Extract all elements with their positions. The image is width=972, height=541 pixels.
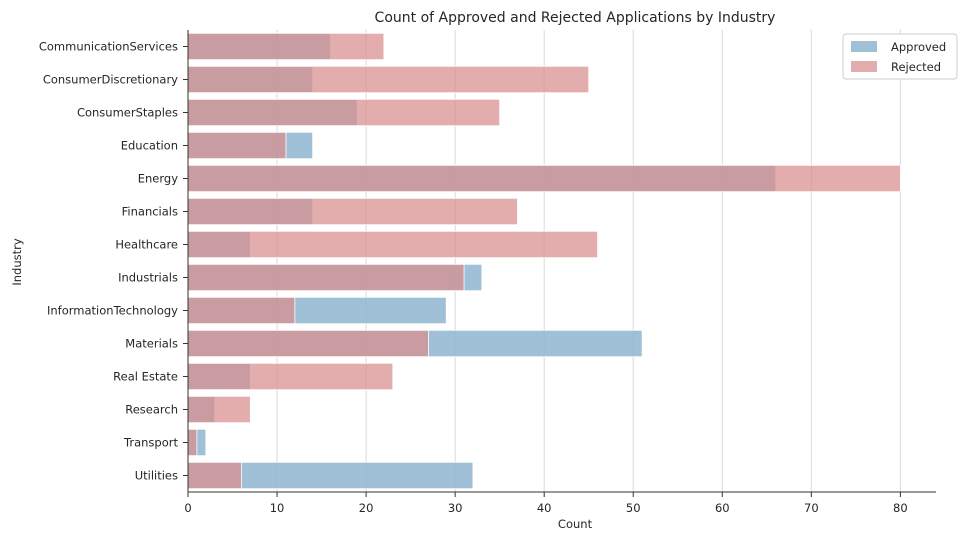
y-tick-label-materials: Materials	[125, 337, 178, 351]
legend: Approved Rejected	[842, 33, 958, 80]
legend-swatch-rejected	[851, 61, 877, 72]
bar-rejected-energy	[187, 164, 901, 193]
bar-rejected-research	[187, 395, 251, 424]
bar-rejected-utilities	[187, 461, 242, 490]
bar-rejected-financials	[187, 197, 518, 226]
x-ticks: 0 10 20 30 40 50 60 70 80	[184, 492, 908, 515]
y-tick-label-real-estate: Real Estate	[113, 370, 178, 384]
bar-rejected-industrials	[187, 263, 465, 292]
y-ticks: CommunicationServices ConsumerDiscretiona…	[39, 40, 188, 483]
bar-rejected-transport	[187, 428, 198, 457]
legend-label-approved: Approved	[891, 40, 946, 54]
y-tick-label-informationtechnology: InformationTechnology	[47, 304, 178, 318]
y-tick-label-utilities: Utilities	[135, 469, 178, 483]
bar-rejected-real-estate	[187, 362, 394, 391]
y-tick-label-healthcare: Healthcare	[115, 238, 178, 252]
x-tick-label-30: 30	[448, 501, 463, 515]
y-tick-label-industrials: Industrials	[118, 271, 178, 285]
y-tick-label-consumerstaples: ConsumerStaples	[77, 106, 178, 120]
x-axis-label: Count	[558, 517, 593, 531]
y-tick-label-education: Education	[121, 139, 178, 153]
y-tick-label-communicationservices: CommunicationServices	[39, 40, 178, 54]
y-tick-label-financials: Financials	[122, 205, 178, 219]
bar-rejected-healthcare	[187, 230, 599, 259]
y-tick-label-energy: Energy	[138, 172, 178, 186]
y-tick-label-transport: Transport	[123, 436, 178, 450]
y-axis-label: Industry	[10, 238, 24, 285]
bar-rejected-consumerdiscretionary	[187, 65, 590, 94]
legend-swatch-approved	[851, 41, 877, 52]
bar-rejected-consumerstaples	[187, 98, 501, 127]
y-tick-label-consumerdiscretionary: ConsumerDiscretionary	[43, 73, 178, 87]
x-tick-label-20: 20	[359, 501, 374, 515]
x-tick-label-10: 10	[270, 501, 285, 515]
bar-rejected-informationtechnology	[187, 296, 296, 325]
y-tick-label-research: Research	[125, 403, 178, 417]
bar-rejected-communicationservices	[187, 32, 385, 61]
bar-rejected-education	[187, 131, 287, 160]
x-tick-label-40: 40	[537, 501, 552, 515]
x-tick-label-0: 0	[184, 501, 191, 515]
x-tick-label-80: 80	[893, 501, 908, 515]
chart-title: Count of Approved and Rejected Applicati…	[375, 10, 776, 26]
x-tick-label-70: 70	[804, 501, 819, 515]
x-tick-label-50: 50	[626, 501, 641, 515]
bar-rejected-materials	[187, 329, 429, 358]
bars	[187, 32, 901, 490]
legend-label-rejected: Rejected	[891, 60, 941, 74]
x-tick-label-60: 60	[715, 501, 730, 515]
